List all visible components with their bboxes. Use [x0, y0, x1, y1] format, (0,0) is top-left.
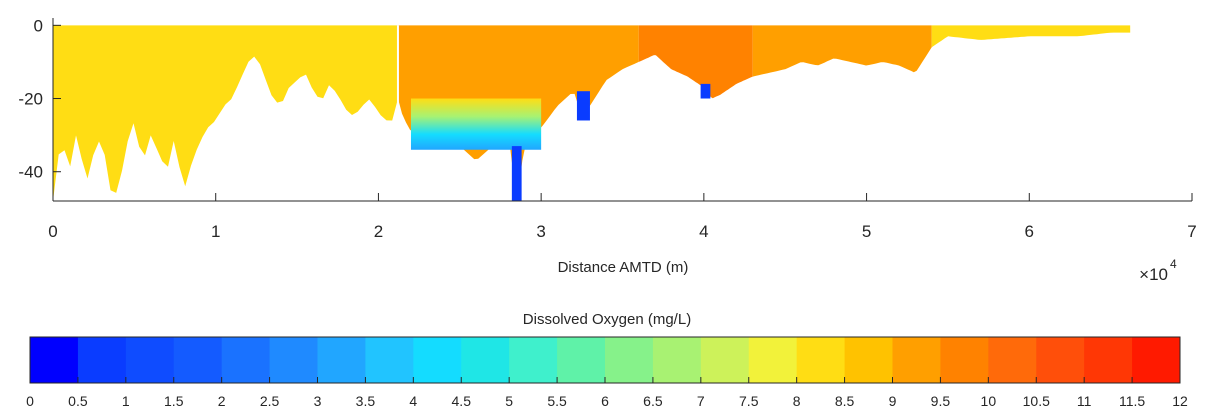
colorbar-tick-label: 0.5 — [68, 393, 88, 409]
colorbar-label: Dissolved Oxygen (mg/L) — [523, 311, 691, 328]
anoxic-feature-1 — [511, 146, 522, 201]
colorbar-swatch — [221, 337, 271, 383]
colorbar-swatch — [1132, 337, 1181, 383]
colorbar-tick-label: 1.5 — [164, 393, 184, 409]
colorbar-swatch — [77, 337, 127, 383]
reach-2 — [638, 25, 753, 99]
anoxic-feature-3 — [700, 83, 711, 99]
axes: 0 1 2 3 4 5 6 7 0 -20 -40 — [18, 16, 1196, 241]
colorbar-swatch — [269, 337, 318, 383]
colorbar-swatch — [317, 337, 366, 383]
x-tick-label: 4 — [699, 222, 708, 241]
colorbar-swatch — [748, 337, 798, 383]
x-tick-label: 0 — [48, 222, 57, 241]
colorbar-swatch — [652, 337, 702, 383]
anoxic-feature-2 — [576, 91, 590, 121]
colorbar-tick-label: 1 — [122, 393, 130, 409]
colorbar-tick-label: 7.5 — [739, 393, 759, 409]
colorbar-tick-label: 12 — [1172, 393, 1188, 409]
colorbar-tick-label: 8.5 — [835, 393, 855, 409]
y-tick-label: -20 — [18, 90, 43, 109]
colorbar-swatch — [30, 337, 79, 383]
colorbar-swatch — [461, 337, 510, 383]
x-tick-label: 7 — [1187, 222, 1196, 241]
colorbar-swatch — [940, 337, 989, 383]
colorbar-swatch — [844, 337, 893, 383]
colorbar-tick-label: 4 — [409, 393, 417, 409]
colorbar-swatch — [700, 337, 750, 383]
colorbar-tick-label: 9 — [889, 393, 897, 409]
colorbar-tick-label: 6.5 — [643, 393, 663, 409]
colorbar-tick-label: 6 — [601, 393, 609, 409]
colorbar-tick-label: 8 — [793, 393, 801, 409]
colorbar-tick-label: 4.5 — [452, 393, 472, 409]
colorbar-tick-label: 2.5 — [260, 393, 280, 409]
colorbar-swatch — [988, 337, 1037, 383]
colorbar-swatch — [413, 337, 462, 383]
colorbar-tick-label: 3 — [314, 393, 322, 409]
x-tick-label: 6 — [1025, 222, 1034, 241]
colorbar-tick-label: 11 — [1077, 393, 1092, 409]
colorbar-tick-label: 10.5 — [1023, 393, 1050, 409]
colorbar-tick-label: 7 — [697, 393, 705, 409]
plot-area — [53, 25, 1131, 201]
x-exponent-label: ×10 4 — [1139, 257, 1177, 284]
reach-3 — [752, 25, 932, 77]
colorbar-tick-label: 3.5 — [356, 393, 376, 409]
x-tick-label: 3 — [536, 222, 545, 241]
colorbar-tick-label: 10 — [981, 393, 997, 409]
colorbar-swatch — [796, 337, 846, 383]
colorbar-tick-label: 9.5 — [931, 393, 951, 409]
x-axis-label: Distance AMTD (m) — [558, 259, 689, 276]
colorbar-tick-label: 5 — [505, 393, 513, 409]
colorbar-swatch — [1084, 337, 1133, 383]
y-tick-label: 0 — [34, 16, 43, 35]
colorbar-swatch — [892, 337, 941, 383]
y-tick-label: -40 — [18, 163, 43, 182]
colorbar: 0 0.5 1 1.5 2 2.5 3 3.5 4 4.5 5 5.5 6 6.5 7 7.5 8 8.5 9 9.5… — [26, 336, 1188, 409]
x-tick-label: 2 — [374, 222, 383, 241]
x-tick-label: 1 — [211, 222, 220, 241]
colorbar-tick-label: 5.5 — [547, 393, 567, 409]
colorbar-tick-label: 0 — [26, 393, 34, 409]
x-tick-label: 5 — [862, 222, 871, 241]
colorbar-swatch — [365, 337, 414, 383]
colorbar-swatch — [173, 337, 223, 383]
colorbar-tick-label: 11.5 — [1119, 393, 1145, 409]
colorbar-swatch — [557, 337, 606, 383]
low-do-zone-0 — [410, 98, 542, 150]
svg-text:×10: ×10 — [1139, 265, 1168, 284]
colorbar-swatch — [125, 337, 175, 383]
svg-text:4: 4 — [1170, 257, 1177, 271]
colorbar-swatch — [1036, 337, 1085, 383]
colorbar-swatch — [509, 337, 558, 383]
reach-4 — [931, 25, 1131, 48]
reach-0 — [53, 25, 398, 201]
colorbar-swatch — [605, 337, 654, 383]
colorbar-tick-label: 2 — [218, 393, 226, 409]
